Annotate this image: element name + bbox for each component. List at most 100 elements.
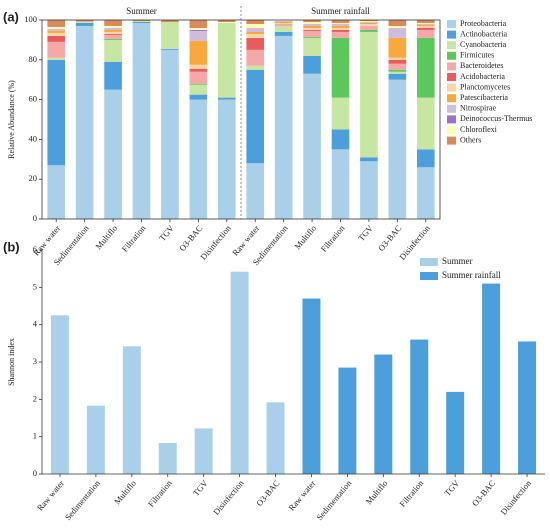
- x-tick-label: Multiflo: [112, 478, 138, 506]
- bar: [104, 34, 122, 39]
- bar: [217, 22, 236, 98]
- bar: [75, 22, 94, 26]
- legend-swatch: [447, 41, 456, 50]
- bar: [104, 27, 122, 30]
- x-tick-label: TGV: [356, 222, 375, 242]
- bar: [161, 21, 179, 49]
- bar: [360, 23, 378, 26]
- bar: [388, 73, 407, 80]
- bar: [360, 157, 378, 162]
- bar: [360, 20, 378, 22]
- bar: [104, 38, 122, 40]
- bar: [388, 57, 407, 60]
- bar: [47, 26, 66, 29]
- bar: [360, 29, 378, 32]
- bar: [274, 35, 293, 219]
- bar: [189, 68, 208, 72]
- bar: [331, 37, 350, 98]
- y-tick-label: 40: [29, 133, 38, 143]
- legend-swatch: [447, 104, 456, 113]
- bar: [104, 33, 122, 35]
- x-tick-label: Disinfection: [198, 223, 233, 262]
- bar: [274, 20, 293, 22]
- bar: [274, 23, 293, 26]
- bar: [246, 20, 265, 24]
- legend-label: Firmicutes: [460, 51, 494, 60]
- bar: [189, 83, 208, 85]
- y-axis-label: Shannon index: [7, 338, 16, 386]
- bar: [416, 22, 435, 24]
- bar: [189, 84, 208, 95]
- bar: [189, 99, 208, 219]
- bar: [416, 25, 435, 28]
- bar: [416, 37, 435, 98]
- bar: [47, 59, 66, 166]
- x-tick-label: Raw water: [286, 478, 317, 513]
- legend-swatch: [447, 73, 456, 81]
- bar: [47, 30, 66, 33]
- bar: [388, 20, 407, 26]
- x-tick-label: Disinfection: [211, 478, 246, 517]
- x-tick-label: O3-BAC: [177, 223, 205, 253]
- bar: [189, 64, 208, 69]
- bar: [388, 69, 407, 72]
- y-tick-label: 0: [33, 213, 37, 223]
- bar: [75, 20, 94, 22]
- x-tick-label: O3-BAC: [254, 478, 282, 508]
- bar: [47, 165, 66, 219]
- bar: [194, 428, 213, 474]
- bar: [246, 65, 265, 70]
- bar: [410, 339, 429, 474]
- bar: [360, 31, 378, 158]
- y-tick-label: 1: [33, 431, 37, 441]
- bar: [122, 346, 141, 474]
- x-tick-label: Disinfection: [498, 478, 533, 517]
- bar: [217, 20, 236, 22]
- bar: [331, 23, 350, 26]
- x-tick-label: Filtration: [319, 223, 347, 254]
- bar: [75, 21, 94, 23]
- bar: [274, 20, 293, 21]
- panel-label: (a): [3, 9, 19, 24]
- bar: [246, 33, 265, 38]
- legend-swatch: [447, 126, 456, 134]
- legend-label: Patescibacteria: [460, 93, 508, 102]
- bar: [104, 25, 122, 28]
- bar: [331, 31, 350, 38]
- legend-label: Bacteroidetes: [460, 61, 504, 70]
- x-tick-label: TGV: [191, 477, 210, 497]
- bar: [104, 39, 122, 62]
- bar: [388, 71, 407, 74]
- bar: [266, 402, 285, 474]
- bar: [416, 29, 435, 38]
- bar: [331, 27, 350, 30]
- bar: [302, 298, 321, 474]
- bar: [274, 21, 293, 23]
- bar: [360, 21, 378, 23]
- bar: [104, 89, 122, 220]
- bar: [416, 167, 435, 219]
- bar: [161, 20, 179, 22]
- bar: [217, 99, 236, 219]
- legend-swatch: [447, 94, 456, 103]
- bar: [47, 28, 66, 31]
- bar: [416, 97, 435, 150]
- x-tick-label: Multiflo: [363, 478, 389, 506]
- bar: [47, 41, 66, 58]
- y-tick-label: 60: [29, 94, 38, 104]
- x-tick-label: Filtration: [146, 478, 174, 509]
- x-tick-label: O3-BAC: [470, 478, 498, 508]
- x-tick-label: TGV: [157, 222, 176, 242]
- bar: [303, 29, 321, 31]
- bar: [189, 27, 208, 30]
- bar: [331, 149, 350, 219]
- bar: [217, 21, 236, 23]
- bar: [331, 20, 350, 23]
- bar: [189, 71, 208, 84]
- legend-label: Proteobacteria: [460, 19, 507, 28]
- x-tick-label: TGV: [442, 477, 461, 497]
- bar: [303, 21, 321, 24]
- bar: [331, 97, 350, 130]
- bar: [388, 27, 407, 38]
- bar: [303, 36, 321, 38]
